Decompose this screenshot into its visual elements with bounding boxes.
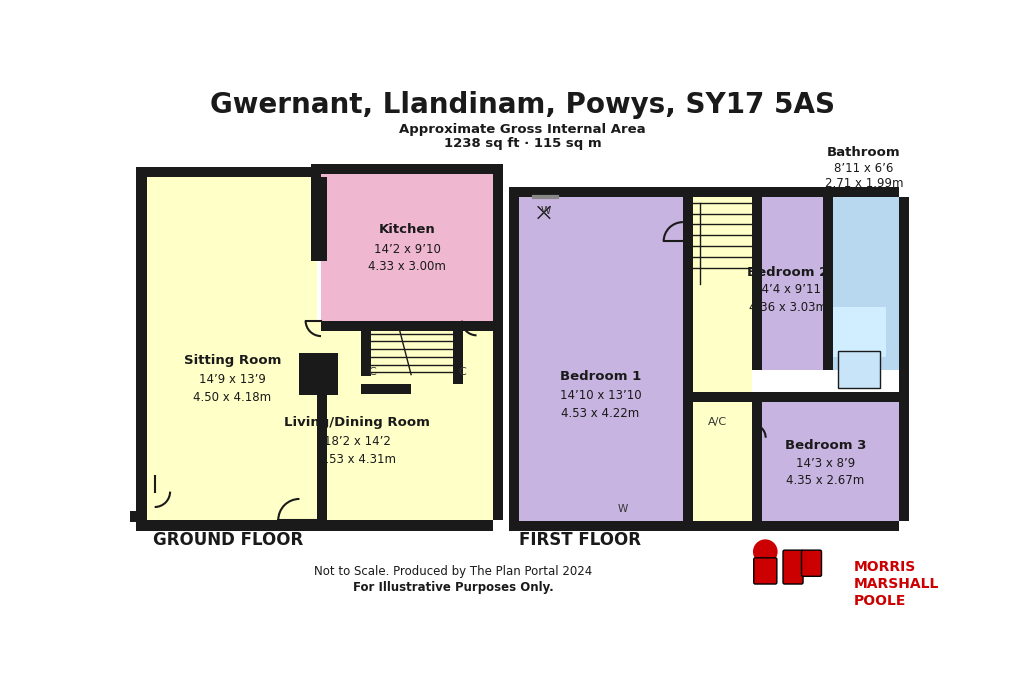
Bar <box>683 198 751 392</box>
Text: 14’9 x 13’9: 14’9 x 13’9 <box>199 374 266 386</box>
Bar <box>822 198 833 370</box>
Bar <box>137 177 147 520</box>
Text: A/C: A/C <box>707 418 727 427</box>
FancyBboxPatch shape <box>753 557 776 584</box>
Bar <box>311 164 503 175</box>
Text: 14’4 x 9’11: 14’4 x 9’11 <box>753 283 820 296</box>
FancyBboxPatch shape <box>783 550 802 584</box>
Text: 2.71 x 1.99m: 2.71 x 1.99m <box>823 177 902 190</box>
Bar <box>519 198 683 521</box>
Bar <box>683 392 751 521</box>
Text: Sitting Room: Sitting Room <box>183 354 281 367</box>
Text: Bedroom 1: Bedroom 1 <box>559 370 641 383</box>
Bar <box>751 392 898 521</box>
Text: W: W <box>540 205 550 216</box>
Bar <box>508 198 519 521</box>
Bar <box>751 198 761 370</box>
Text: Bedroom 2: Bedroom 2 <box>746 266 827 278</box>
Bar <box>508 187 898 198</box>
Text: 8’11 x 6’6: 8’11 x 6’6 <box>834 161 893 175</box>
Text: For Illustrative Purposes Only.: For Illustrative Purposes Only. <box>353 581 553 594</box>
Text: 4.35 x 2.67m: 4.35 x 2.67m <box>786 475 864 487</box>
Bar <box>453 321 463 383</box>
Bar <box>751 198 822 370</box>
Text: C: C <box>459 367 466 377</box>
Bar <box>311 175 321 260</box>
Text: Living/Dining Room: Living/Dining Room <box>284 416 430 429</box>
Text: 4.50 x 4.18m: 4.50 x 4.18m <box>194 391 271 404</box>
Bar <box>317 177 327 260</box>
Bar <box>317 376 327 520</box>
Text: Approximate Gross Internal Area: Approximate Gross Internal Area <box>399 123 645 136</box>
Text: MARSHALL: MARSHALL <box>853 577 938 591</box>
Bar <box>147 177 317 520</box>
Bar <box>683 198 692 521</box>
Text: C: C <box>368 367 376 377</box>
Circle shape <box>752 539 776 564</box>
Bar <box>898 198 908 521</box>
Bar <box>147 322 493 520</box>
Bar <box>137 520 493 531</box>
Text: 18’2 x 14’2: 18’2 x 14’2 <box>323 435 390 448</box>
Text: 4.33 x 3.00m: 4.33 x 3.00m <box>368 260 445 274</box>
Text: FIRST FLOOR: FIRST FLOOR <box>519 531 640 549</box>
Text: Kitchen: Kitchen <box>378 223 435 237</box>
Bar <box>137 168 321 177</box>
Text: 14’2 x 9’10: 14’2 x 9’10 <box>373 243 440 255</box>
Bar <box>321 321 493 331</box>
Bar <box>822 198 898 370</box>
Text: Not to Scale. Produced by The Plan Portal 2024: Not to Scale. Produced by The Plan Porta… <box>314 565 592 578</box>
Bar <box>129 511 138 521</box>
Bar <box>493 175 503 520</box>
Text: 4.36 x 3.03m: 4.36 x 3.03m <box>748 301 825 314</box>
Bar <box>832 307 886 357</box>
Bar <box>300 353 337 395</box>
FancyBboxPatch shape <box>801 550 820 576</box>
Text: 14’3 x 8’9: 14’3 x 8’9 <box>795 457 854 470</box>
Text: MORRIS: MORRIS <box>853 560 915 574</box>
Text: 4.53 x 4.22m: 4.53 x 4.22m <box>560 406 639 420</box>
Text: GROUND FLOOR: GROUND FLOOR <box>153 531 303 549</box>
Text: POOLE: POOLE <box>853 594 905 608</box>
Bar <box>683 392 908 402</box>
Text: 1238 sq ft · 115 sq m: 1238 sq ft · 115 sq m <box>443 137 601 150</box>
Text: Bedroom 3: Bedroom 3 <box>784 439 865 452</box>
Bar <box>751 392 761 521</box>
Text: Bathroom: Bathroom <box>826 146 900 159</box>
Bar <box>361 321 371 376</box>
Bar <box>508 521 898 531</box>
Bar <box>321 175 493 321</box>
Text: W: W <box>618 505 628 514</box>
Bar <box>361 383 411 394</box>
Text: 5.53 x 4.31m: 5.53 x 4.31m <box>318 453 395 466</box>
Text: 14’10 x 13’10: 14’10 x 13’10 <box>559 389 641 402</box>
Bar <box>838 351 879 388</box>
Text: Gwernant, Llandinam, Powys, SY17 5AS: Gwernant, Llandinam, Powys, SY17 5AS <box>210 91 835 119</box>
